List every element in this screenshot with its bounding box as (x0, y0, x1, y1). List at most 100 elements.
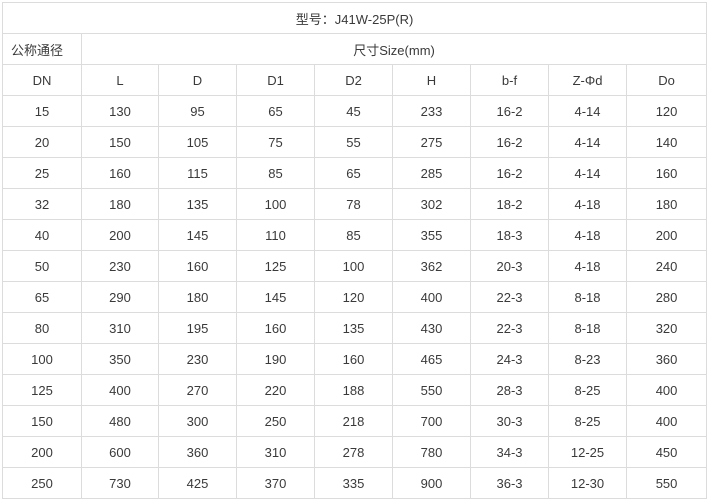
cell-z-d: 8-25 (548, 374, 627, 406)
cell-h: 302 (392, 188, 471, 220)
cell-h: 400 (392, 281, 471, 313)
column-header-d: D (158, 64, 237, 96)
cell-d2: 120 (314, 281, 393, 313)
cell-dn: 20 (2, 126, 82, 158)
cell-d: 270 (158, 374, 237, 406)
cell-b-f: 16-2 (470, 95, 549, 127)
cell-b-f: 34-3 (470, 436, 549, 468)
cell-do: 320 (625, 312, 708, 344)
cell-h: 900 (392, 467, 471, 499)
table-row: 50 230 160 125 100 362 20-3 4-18 240 (2, 250, 708, 282)
cell-d2: 160 (314, 343, 393, 375)
cell-dn: 80 (2, 312, 82, 344)
column-header-h: H (392, 64, 471, 96)
cell-h: 780 (392, 436, 471, 468)
cell-b-f: 20-3 (470, 250, 549, 282)
cell-d1: 310 (236, 436, 315, 468)
cell-h: 465 (392, 343, 471, 375)
cell-dn: 200 (2, 436, 82, 468)
cell-l: 160 (81, 157, 159, 189)
cell-d: 105 (158, 126, 237, 158)
cell-d2: 65 (314, 157, 393, 189)
cell-z-d: 12-25 (548, 436, 627, 468)
cell-do: 450 (625, 436, 708, 468)
cell-b-f: 36-3 (470, 467, 549, 499)
cell-do: 240 (625, 250, 708, 282)
cell-z-d: 4-14 (548, 126, 627, 158)
cell-dn: 125 (2, 374, 82, 406)
cell-dn: 65 (2, 281, 82, 313)
cell-l: 200 (81, 219, 159, 251)
cell-h: 233 (392, 95, 471, 127)
cell-d: 160 (158, 250, 237, 282)
cell-b-f: 18-3 (470, 219, 549, 251)
cell-d1: 145 (236, 281, 315, 313)
cell-d2: 78 (314, 188, 393, 220)
cell-d2: 278 (314, 436, 393, 468)
cell-d: 195 (158, 312, 237, 344)
table-row: 250 730 425 370 335 900 36-3 12-30 550 (2, 467, 708, 499)
cell-d2: 45 (314, 95, 393, 127)
cell-d: 145 (158, 219, 237, 251)
cell-d1: 125 (236, 250, 315, 282)
column-header-l: L (81, 64, 159, 96)
cell-b-f: 16-2 (470, 157, 549, 189)
cell-d1: 110 (236, 219, 315, 251)
cell-l: 180 (81, 188, 159, 220)
cell-h: 362 (392, 250, 471, 282)
cell-l: 350 (81, 343, 159, 375)
cell-d2: 188 (314, 374, 393, 406)
cell-b-f: 22-3 (470, 312, 549, 344)
cell-h: 430 (392, 312, 471, 344)
cell-l: 130 (81, 95, 159, 127)
cell-do: 400 (625, 405, 708, 437)
column-header-z-d: Z-Φd (548, 64, 627, 96)
cell-l: 230 (81, 250, 159, 282)
table-row: 150 480 300 250 218 700 30-3 8-25 400 (2, 405, 708, 437)
cell-z-d: 8-18 (548, 312, 627, 344)
cell-d: 95 (158, 95, 237, 127)
cell-do: 280 (625, 281, 708, 313)
cell-b-f: 24-3 (470, 343, 549, 375)
table-row: 40 200 145 110 85 355 18-3 4-18 200 (2, 219, 708, 251)
table-row: 32 180 135 100 78 302 18-2 4-18 180 (2, 188, 708, 220)
cell-do: 400 (625, 374, 708, 406)
cell-b-f: 18-2 (470, 188, 549, 220)
column-header-b-f: b-f (470, 64, 549, 96)
cell-l: 400 (81, 374, 159, 406)
table-row: 200 600 360 310 278 780 34-3 12-25 450 (2, 436, 708, 468)
cell-d2: 85 (314, 219, 393, 251)
table-row: 80 310 195 160 135 430 22-3 8-18 320 (2, 312, 708, 344)
cell-b-f: 16-2 (470, 126, 549, 158)
cell-do: 140 (625, 126, 708, 158)
cell-d2: 100 (314, 250, 393, 282)
cell-z-d: 12-30 (548, 467, 627, 499)
cell-l: 310 (81, 312, 159, 344)
nominal-diameter-header: 公称通径 (2, 33, 82, 65)
table-row: 100 350 230 190 160 465 24-3 8-23 360 (2, 343, 708, 375)
table-row: 15 130 95 65 45 233 16-2 4-14 120 (2, 95, 708, 127)
cell-z-d: 8-25 (548, 405, 627, 437)
cell-dn: 150 (2, 405, 82, 437)
cell-z-d: 8-18 (548, 281, 627, 313)
cell-z-d: 4-18 (548, 219, 627, 251)
cell-d: 300 (158, 405, 237, 437)
cell-dn: 50 (2, 250, 82, 282)
cell-d1: 100 (236, 188, 315, 220)
cell-dn: 15 (2, 95, 82, 127)
cell-b-f: 30-3 (470, 405, 549, 437)
cell-h: 550 (392, 374, 471, 406)
cell-d1: 160 (236, 312, 315, 344)
cell-d: 135 (158, 188, 237, 220)
cell-h: 285 (392, 157, 471, 189)
column-header-d1: D1 (236, 64, 315, 96)
table-row: 25 160 115 85 65 285 16-2 4-14 160 (2, 157, 708, 189)
table-row: 65 290 180 145 120 400 22-3 8-18 280 (2, 281, 708, 313)
cell-l: 290 (81, 281, 159, 313)
cell-d1: 220 (236, 374, 315, 406)
column-header-do: Do (625, 64, 708, 96)
cell-do: 200 (625, 219, 708, 251)
cell-dn: 25 (2, 157, 82, 189)
